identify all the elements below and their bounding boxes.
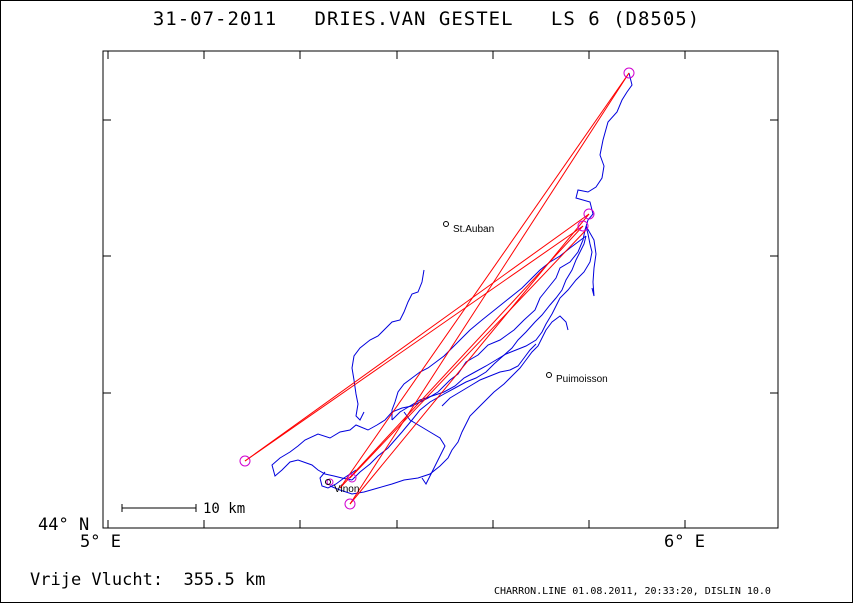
chart-title: 31-07-2011 DRIES.VAN GESTEL LS 6 (D8505) [152, 8, 701, 30]
turnpoint-marker [583, 208, 595, 220]
scale-label: 10 km [203, 501, 245, 517]
lon-right-label: 6° E [664, 532, 705, 552]
free-flight-legs [244, 72, 630, 505]
turnpoint-marker [326, 478, 334, 486]
turnpoint-marker [623, 67, 635, 79]
track-segment [403, 411, 446, 485]
free-flight-distance: Vrije Vlucht: 355.5 km [30, 570, 266, 590]
city-dot-puimoisson [546, 372, 552, 378]
city-markers: St.Auban Puimoisson Vinon [325, 221, 608, 495]
track-segment [351, 269, 425, 421]
leg-line [349, 72, 630, 505]
track-segment [271, 72, 633, 481]
track-segment [391, 225, 593, 421]
track-segment [329, 315, 569, 495]
turnpoint-marker [347, 473, 357, 483]
turnpoint-marker [344, 498, 356, 510]
tick-marks [103, 51, 778, 528]
track-segment [351, 235, 587, 481]
plot-frame [102, 50, 779, 529]
scale-bar: 10 km [121, 501, 245, 517]
turnpoint-marker [239, 455, 251, 467]
lon-left-label: 5° E [80, 532, 121, 552]
credit-line: CHARRON.LINE 01.08.2011, 20:33:20, DISLI… [494, 586, 771, 597]
turnpoint-marker [577, 220, 589, 232]
leg-line [244, 213, 590, 462]
city-label-puimoisson: Puimoisson [556, 374, 608, 385]
city-label-vinon: Vinon [334, 484, 359, 495]
city-dot-vinon [325, 479, 331, 485]
leg-line [339, 225, 584, 489]
track-segment [585, 225, 597, 297]
city-dot-st-auban [443, 221, 449, 227]
flight-track [271, 72, 633, 495]
leg-line [244, 225, 584, 462]
lat-label: 44° N [38, 515, 90, 535]
leg-line [339, 72, 630, 489]
leg-line [349, 229, 587, 479]
turnpoints [239, 67, 635, 510]
city-label-st-auban: St.Auban [453, 224, 494, 235]
track-segment [441, 343, 537, 407]
